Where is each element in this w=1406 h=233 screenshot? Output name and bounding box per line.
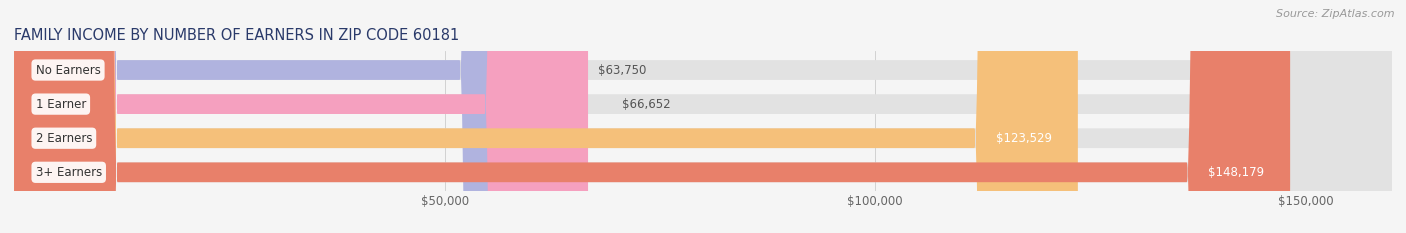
FancyBboxPatch shape bbox=[14, 0, 562, 233]
Text: $66,652: $66,652 bbox=[623, 98, 671, 111]
FancyBboxPatch shape bbox=[14, 0, 1291, 233]
Text: 1 Earner: 1 Earner bbox=[35, 98, 86, 111]
Text: 2 Earners: 2 Earners bbox=[35, 132, 91, 145]
Text: $148,179: $148,179 bbox=[1208, 166, 1264, 179]
FancyBboxPatch shape bbox=[14, 0, 1392, 233]
FancyBboxPatch shape bbox=[14, 0, 1078, 233]
Text: No Earners: No Earners bbox=[35, 64, 100, 76]
Text: $123,529: $123,529 bbox=[995, 132, 1052, 145]
Text: FAMILY INCOME BY NUMBER OF EARNERS IN ZIP CODE 60181: FAMILY INCOME BY NUMBER OF EARNERS IN ZI… bbox=[14, 28, 460, 43]
Text: Source: ZipAtlas.com: Source: ZipAtlas.com bbox=[1277, 9, 1395, 19]
FancyBboxPatch shape bbox=[14, 0, 1392, 233]
FancyBboxPatch shape bbox=[14, 0, 1392, 233]
FancyBboxPatch shape bbox=[14, 0, 1392, 233]
Text: $63,750: $63,750 bbox=[598, 64, 645, 76]
FancyBboxPatch shape bbox=[14, 0, 588, 233]
Text: 3+ Earners: 3+ Earners bbox=[35, 166, 101, 179]
